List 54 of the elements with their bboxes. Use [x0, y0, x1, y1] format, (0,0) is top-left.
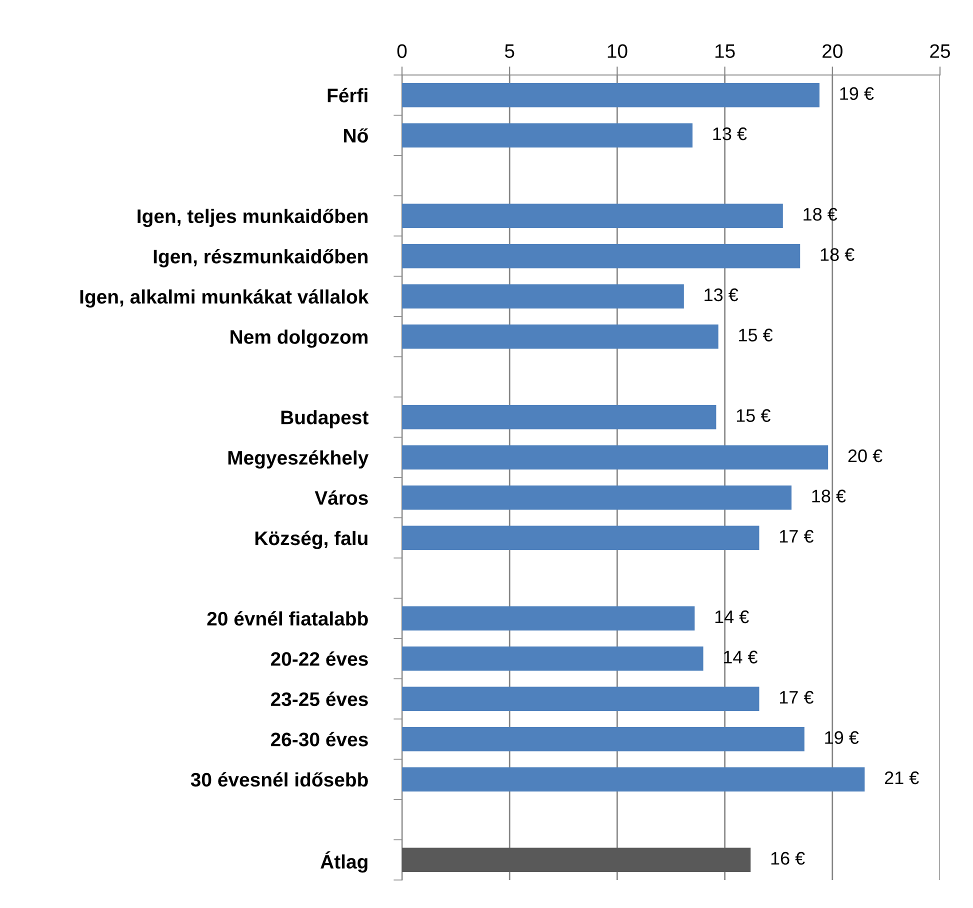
y-tick-label: Község, falu: [255, 530, 368, 550]
data-label: 14 €: [724, 650, 758, 664]
bar: [402, 727, 804, 752]
bar: [402, 284, 684, 308]
y-tick-label: Átlag: [320, 851, 368, 873]
bar: [402, 767, 865, 792]
bar: [402, 646, 704, 671]
x-tick-label: 25: [930, 44, 950, 58]
data-label: 15 €: [736, 409, 770, 422]
x-tick-label: 5: [504, 44, 514, 58]
data-label: 14 €: [715, 610, 749, 624]
data-label: 19 €: [840, 87, 874, 100]
bar: [402, 848, 751, 872]
data-label: 20 €: [848, 449, 882, 462]
bar: [402, 204, 783, 228]
y-tick-label: Nő: [344, 128, 368, 143]
y-tick-label: Nem dolgozom: [230, 330, 368, 348]
data-label: 18 €: [804, 208, 838, 221]
y-tick-label: 30 évesnél idősebb: [190, 772, 368, 787]
data-label: 13 €: [713, 127, 747, 140]
data-label: 18 €: [812, 490, 846, 502]
data-label: 13 €: [704, 288, 738, 302]
x-tick-label: 20: [822, 44, 842, 58]
bar: [402, 83, 820, 108]
x-tick-label: 0: [397, 44, 407, 58]
y-tick-label: 26-30 éves: [270, 732, 368, 746]
y-tick-label: Budapest: [281, 410, 368, 428]
y-tick-label: Igen, teljes munkaidőben: [138, 208, 368, 228]
data-label: 17 €: [780, 530, 814, 543]
data-label: 18 €: [820, 248, 854, 261]
bar: [402, 486, 792, 510]
y-tick-label: Megyeszékhely: [228, 450, 369, 469]
bar: [402, 526, 760, 550]
y-tick-label: 23-25 éves: [270, 692, 368, 706]
data-label: 17 €: [780, 690, 814, 704]
y-tick-label: Férfi: [328, 88, 368, 102]
y-tick-label: Igen, alkalmi munkákat vállalok: [80, 289, 369, 308]
bar: [402, 606, 695, 630]
x-tick-label: 10: [608, 44, 628, 58]
y-tick-label: Igen, részmunkaidőben: [154, 248, 368, 268]
y-tick-label: 20 évnél fiatalabb: [207, 611, 368, 626]
bar: [402, 324, 718, 349]
bar: [402, 123, 693, 148]
x-tick-label: 15: [715, 44, 735, 58]
data-label: 19 €: [825, 731, 859, 744]
data-label: 15 €: [739, 328, 773, 342]
bar: [402, 244, 800, 268]
y-tick-label: Város: [314, 490, 368, 505]
bar: [402, 405, 716, 430]
bar: [402, 686, 760, 711]
bar: [402, 445, 828, 470]
data-label: 21 €: [884, 771, 919, 784]
y-tick-label: 20-22 éves: [270, 651, 368, 666]
data-label: 16 €: [771, 852, 805, 865]
